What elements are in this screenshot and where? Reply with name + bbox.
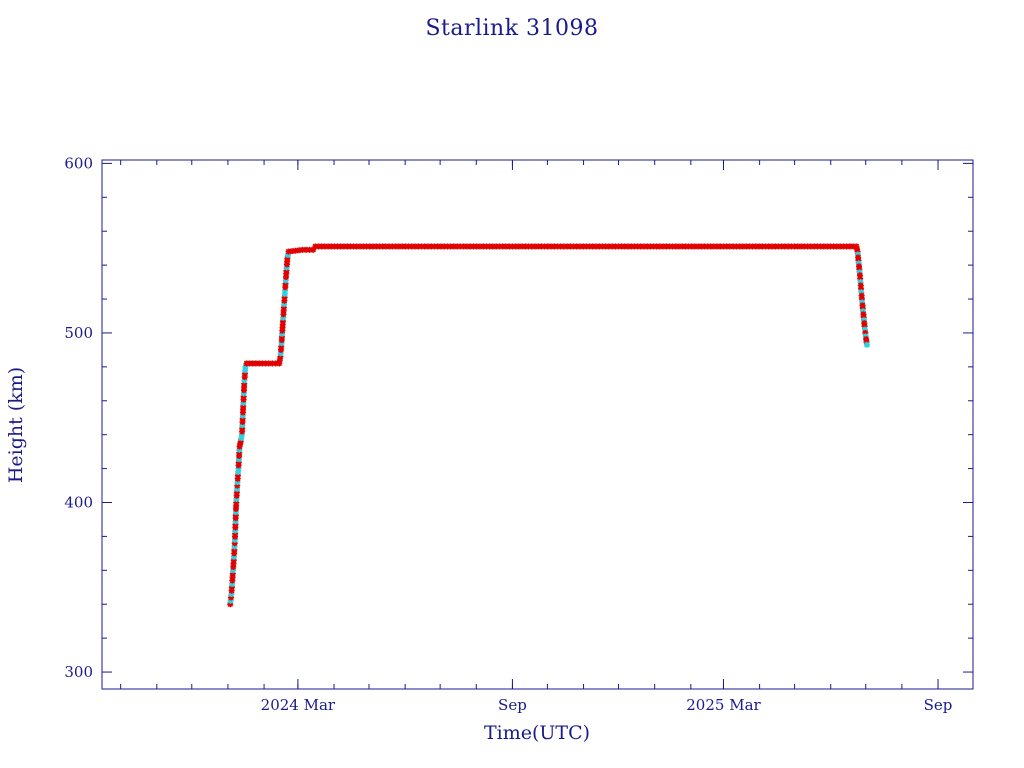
tick-labels: 300 400 500 600 2024 Mar Sep 2025 Mar Sep [64,154,952,714]
height-series-markers [227,243,870,608]
tick-marks [102,160,974,689]
x-tick-label: 2024 Mar [261,696,336,714]
x-axis-title: Time(UTC) [484,722,590,744]
height-series-line [229,246,868,605]
y-tick-label: 400 [64,493,93,511]
y-tick-label: 600 [64,154,93,172]
y-tick-label: 500 [64,324,93,342]
x-tick-label: Sep [498,696,527,714]
y-tick-label: 300 [64,663,93,681]
x-tick-label: 2025 Mar [686,696,761,714]
data-point-marker [637,243,644,250]
chart-title: Starlink 31098 [425,16,599,41]
plot-frame [101,159,974,690]
x-tick-label: Sep [924,696,953,714]
y-axis-title: Height (km) [5,367,27,483]
data-point-marker [863,341,870,348]
